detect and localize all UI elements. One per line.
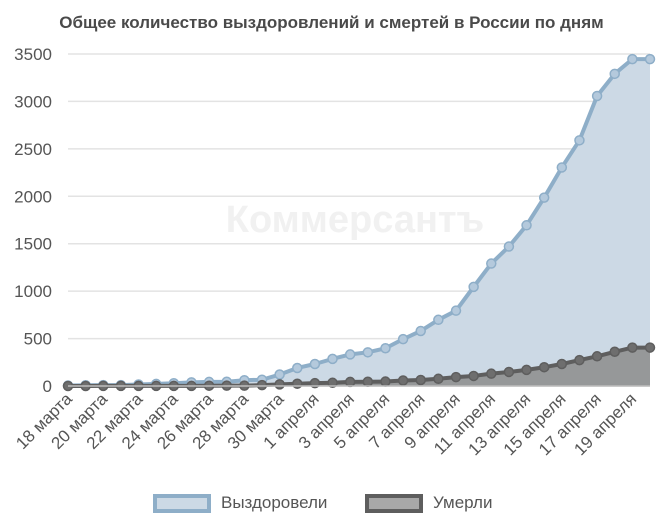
point-deaths <box>521 364 532 376</box>
point-recovered <box>486 258 497 269</box>
y-tick-label: 1000 <box>14 282 52 301</box>
point-deaths <box>415 374 426 386</box>
point-recovered <box>521 220 532 231</box>
point-deaths <box>644 342 656 353</box>
watermark: Коммерсантъ <box>226 199 484 241</box>
point-deaths <box>627 342 638 353</box>
area-deaths <box>68 347 650 386</box>
point-recovered <box>450 305 462 316</box>
point-deaths <box>274 379 285 390</box>
point-recovered <box>574 135 585 146</box>
chart-title: Общее количество выздоровлений и смертей… <box>59 13 604 32</box>
legend-item-recovered[interactable]: Выздоровели <box>153 493 327 513</box>
point-recovered <box>327 353 338 365</box>
point-recovered <box>591 90 603 102</box>
point-deaths <box>468 370 479 382</box>
point-recovered <box>468 281 479 293</box>
point-recovered <box>309 358 321 370</box>
point-deaths <box>450 371 462 383</box>
point-recovered <box>380 342 391 354</box>
legend-label-recovered: Выздоровели <box>221 493 328 512</box>
legend: Выздоровели Умерли <box>0 493 663 519</box>
point-deaths <box>344 376 356 388</box>
y-tick-label: 3500 <box>14 45 52 64</box>
y-tick-label: 3000 <box>14 92 52 111</box>
point-deaths <box>327 377 338 389</box>
point-recovered <box>433 314 444 326</box>
line-recovered <box>67 57 650 388</box>
legend-label-deaths: Умерли <box>433 493 493 512</box>
point-recovered <box>538 192 550 203</box>
chart-svg: 0500100015002000250030003500Коммерсантъ1… <box>12 45 656 459</box>
point-deaths <box>538 361 550 373</box>
point-deaths <box>503 366 515 378</box>
point-deaths <box>397 375 409 386</box>
point-deaths <box>609 346 620 358</box>
legend-swatch-deaths <box>365 493 423 513</box>
point-deaths <box>556 358 568 370</box>
point-deaths <box>362 376 374 387</box>
point-deaths <box>486 368 497 379</box>
point-deaths <box>591 351 603 362</box>
point-recovered <box>397 333 409 345</box>
point-deaths <box>433 373 444 385</box>
point-deaths <box>380 376 391 387</box>
legend-item-deaths[interactable]: Умерли <box>365 493 492 513</box>
point-deaths <box>574 354 585 366</box>
point-recovered <box>644 53 656 65</box>
point-recovered <box>627 53 638 65</box>
area-recovered <box>68 59 650 386</box>
point-deaths <box>256 379 268 391</box>
point-recovered <box>292 362 303 374</box>
point-recovered <box>274 369 285 380</box>
legend-swatch-recovered <box>153 493 211 513</box>
point-deaths <box>292 378 303 389</box>
y-tick-label: 500 <box>24 330 52 349</box>
point-recovered <box>362 347 374 358</box>
y-tick-label: 1500 <box>14 235 52 254</box>
point-recovered <box>344 349 356 360</box>
point-recovered <box>556 162 568 173</box>
point-recovered <box>415 325 426 337</box>
point-recovered <box>503 241 515 252</box>
y-tick-label: 2500 <box>14 140 52 159</box>
y-tick-label: 0 <box>43 377 52 396</box>
y-tick-label: 2000 <box>14 187 52 206</box>
point-recovered <box>609 68 620 80</box>
